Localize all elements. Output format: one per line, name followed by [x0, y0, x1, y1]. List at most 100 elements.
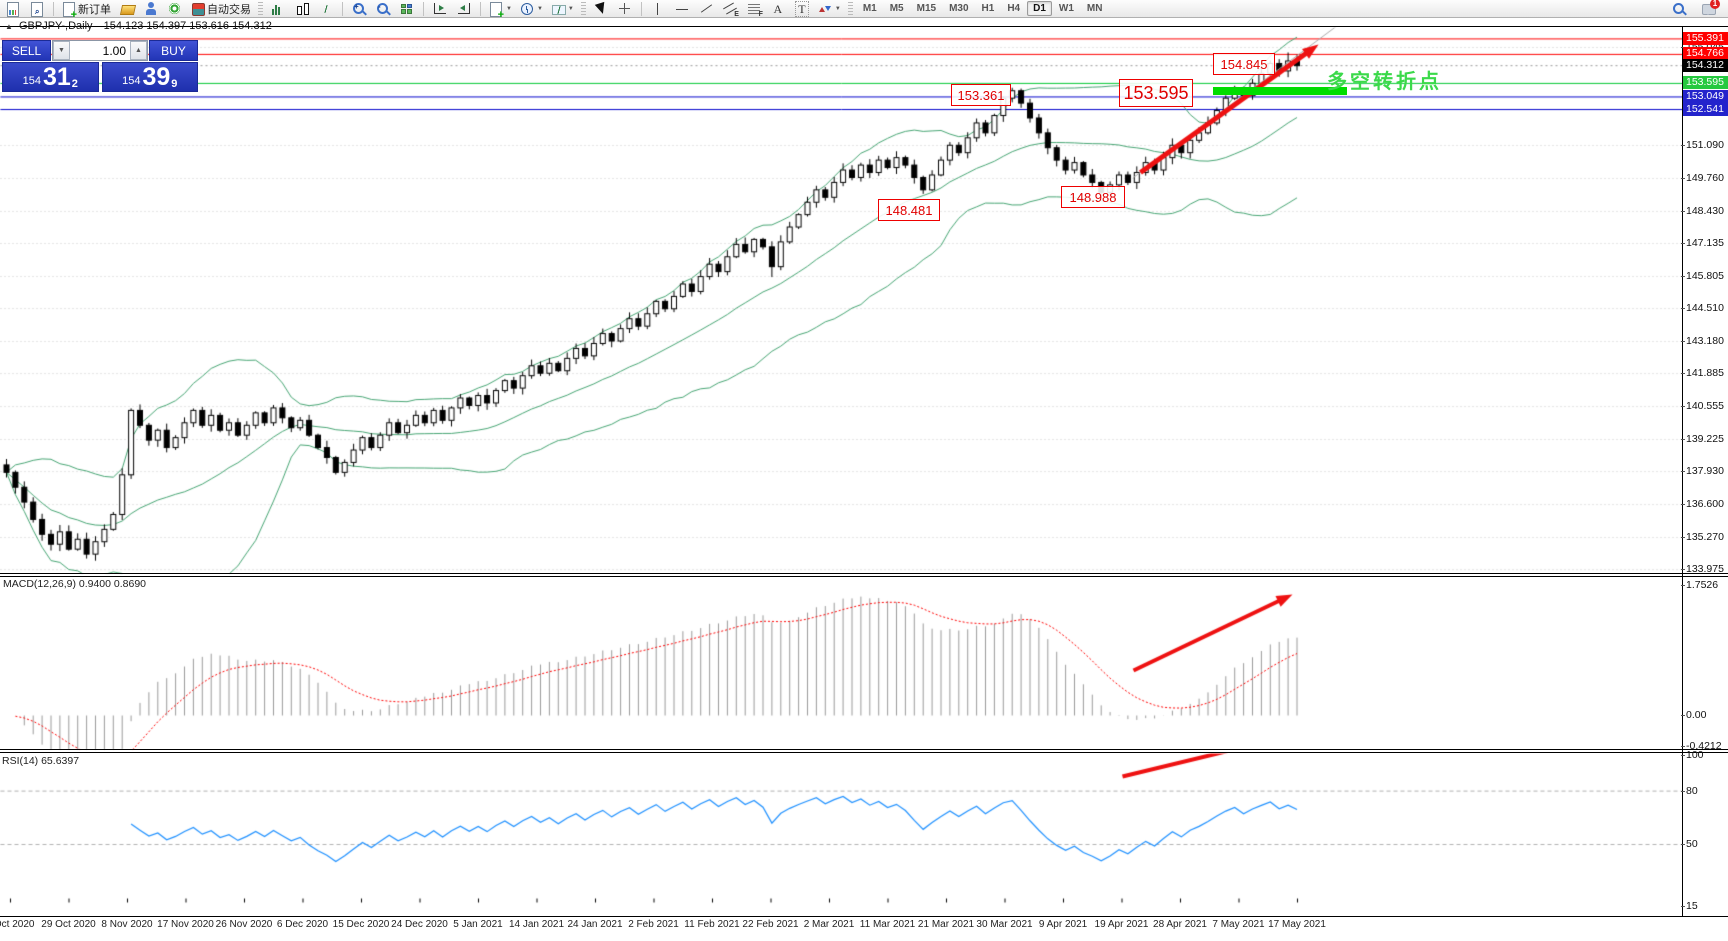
- date-axis-label: 14 Jan 2021: [508, 919, 565, 930]
- timeframe-m30[interactable]: M30: [949, 3, 969, 14]
- timeframe-mn[interactable]: MN: [1086, 3, 1103, 14]
- fibonacci-button[interactable]: F: [743, 0, 765, 18]
- price-axis-tick: 151.090: [1681, 139, 1726, 151]
- crosshair-icon: [618, 2, 632, 16]
- tile-windows-button[interactable]: [396, 0, 418, 18]
- toolbar-grip[interactable]: [580, 1, 586, 16]
- ohlc-values: 154.123 154.397 153.616 154.312: [103, 20, 272, 32]
- notification-badge: 1: [1710, 0, 1720, 9]
- date-axis-label: 30 Mar 2021: [976, 919, 1033, 930]
- clock-icon: [520, 2, 534, 16]
- price-annotation[interactable]: 148.481: [878, 199, 940, 221]
- price-axis-tick: 136.600: [1681, 498, 1726, 510]
- signals-button[interactable]: [164, 0, 186, 18]
- indicators-button[interactable]: ▼: [486, 0, 515, 20]
- text-tool-button[interactable]: A: [773, 1, 783, 16]
- volume-input[interactable]: 1.00: [102, 43, 126, 58]
- date-axis-label: 24 Jan 2021: [567, 919, 623, 930]
- date-axis-label: 19 Apr 2021: [1094, 919, 1149, 930]
- search-button[interactable]: [1668, 0, 1690, 18]
- chart-title: ▲ GBPJPY-,Daily 154.123 154.397 153.616 …: [5, 20, 272, 32]
- date-axis-label: 8 Nov 2020: [101, 919, 153, 930]
- sell-price[interactable]: 154 31 2: [2, 62, 99, 92]
- autotrading-icon: [191, 2, 205, 16]
- support-highlight-bar[interactable]: [1213, 87, 1347, 95]
- candle-chart-button[interactable]: [291, 0, 313, 18]
- autotrading-label: 自动交易: [207, 3, 251, 16]
- chevron-down-icon: ▼: [567, 5, 574, 12]
- new-order-button[interactable]: 新订单: [59, 0, 114, 20]
- price-axis-tick: 139.225: [1681, 433, 1726, 445]
- periods-button[interactable]: ▼: [517, 0, 546, 18]
- trendline-button[interactable]: [695, 0, 717, 18]
- pane-separator[interactable]: [0, 752, 1728, 753]
- sell-button[interactable]: SELL: [2, 40, 51, 61]
- price-level-label: 154.766: [1683, 47, 1728, 61]
- new-order-label: 新订单: [78, 3, 111, 16]
- time-axis-line: [0, 916, 1728, 917]
- cursor-button[interactable]: [590, 0, 612, 20]
- price-axis-tick: 137.930: [1681, 465, 1726, 477]
- notifications-button[interactable]: 1: [1698, 0, 1720, 18]
- profiles-button[interactable]: ⌕: [26, 0, 48, 18]
- market-depth-button[interactable]: [116, 0, 138, 18]
- toolbar-grip[interactable]: [847, 1, 853, 16]
- auto-scroll-button[interactable]: [429, 0, 451, 18]
- price-axis-tick: 147.135: [1681, 237, 1726, 249]
- autotrading-button[interactable]: 自动交易: [188, 0, 254, 18]
- pane-separator[interactable]: [0, 576, 1728, 577]
- horizontal-line-button[interactable]: [671, 0, 693, 18]
- buy-button[interactable]: BUY: [149, 40, 198, 61]
- price-annotation[interactable]: 148.988: [1061, 186, 1125, 208]
- bar-chart-button[interactable]: [267, 0, 289, 18]
- price-annotation[interactable]: 153.595: [1119, 79, 1193, 107]
- chart-shift-button[interactable]: [453, 0, 475, 18]
- timeframe-h1[interactable]: H1: [981, 3, 995, 14]
- vertical-line-button[interactable]: [647, 0, 669, 18]
- crosshair-button[interactable]: [614, 0, 636, 18]
- date-axis-label: 24 Dec 2020: [391, 919, 448, 930]
- date-axis-label: 21 Mar 2021: [917, 919, 975, 930]
- volume-decrease-button[interactable]: ▼: [53, 41, 70, 60]
- pane-separator[interactable]: [0, 749, 1728, 750]
- community-button[interactable]: [140, 0, 162, 18]
- text-label-tool-button[interactable]: T: [791, 0, 813, 18]
- date-axis-label: 7 May 2021: [1212, 919, 1265, 930]
- timeframe-w1[interactable]: W1: [1058, 3, 1074, 14]
- new-chart-button[interactable]: [2, 0, 24, 18]
- price-annotation[interactable]: 154.845: [1213, 53, 1275, 75]
- buy-price[interactable]: 154 39 9: [101, 62, 198, 92]
- price-level-label: 152.541: [1683, 102, 1728, 116]
- price-axis-tick: 148.430: [1681, 205, 1726, 217]
- zoom-out-button[interactable]: -: [372, 0, 394, 18]
- date-axis-label: 0 Oct 2020: [0, 919, 35, 930]
- date-axis-label: 11 Feb 2021: [684, 919, 740, 930]
- timeframe-m15[interactable]: M15: [916, 3, 937, 14]
- person-icon: [144, 1, 158, 16]
- price-annotation[interactable]: 153.361: [951, 84, 1011, 106]
- price-axis-tick: 143.180: [1681, 335, 1726, 347]
- timeframe-d1[interactable]: D1: [1027, 1, 1052, 16]
- indicators-icon: [489, 1, 504, 20]
- price-level-label: 155.391: [1683, 31, 1728, 45]
- timeframe-m5[interactable]: M5: [889, 3, 904, 14]
- price-axis-tick: 144.510: [1681, 302, 1726, 314]
- channel-button[interactable]: E: [719, 0, 741, 18]
- symbol-marker-icon: ▲: [5, 22, 13, 31]
- arrows-tool-button[interactable]: ▼: [815, 0, 844, 18]
- date-axis-label: 2 Mar 2021: [803, 919, 855, 930]
- chevron-down-icon: ▼: [834, 5, 841, 12]
- zoom-in-button[interactable]: +: [348, 0, 370, 18]
- line-chart-button[interactable]: [315, 0, 337, 18]
- rsi-axis-tick: 50: [1681, 838, 1726, 850]
- templates-button[interactable]: ▼: [548, 0, 577, 18]
- timeframe-m1[interactable]: M1: [862, 3, 877, 14]
- rsi-axis-tick: 80: [1681, 785, 1726, 797]
- chart-canvas[interactable]: [0, 18, 1682, 941]
- turning-point-label[interactable]: 多空转折点: [1327, 71, 1442, 93]
- pane-separator[interactable]: [0, 573, 1728, 574]
- date-axis-label: 5 Jan 2021: [453, 919, 503, 930]
- toolbar-grip[interactable]: [258, 1, 263, 16]
- volume-increase-button[interactable]: ▲: [130, 41, 147, 60]
- timeframe-h4[interactable]: H4: [1007, 3, 1021, 14]
